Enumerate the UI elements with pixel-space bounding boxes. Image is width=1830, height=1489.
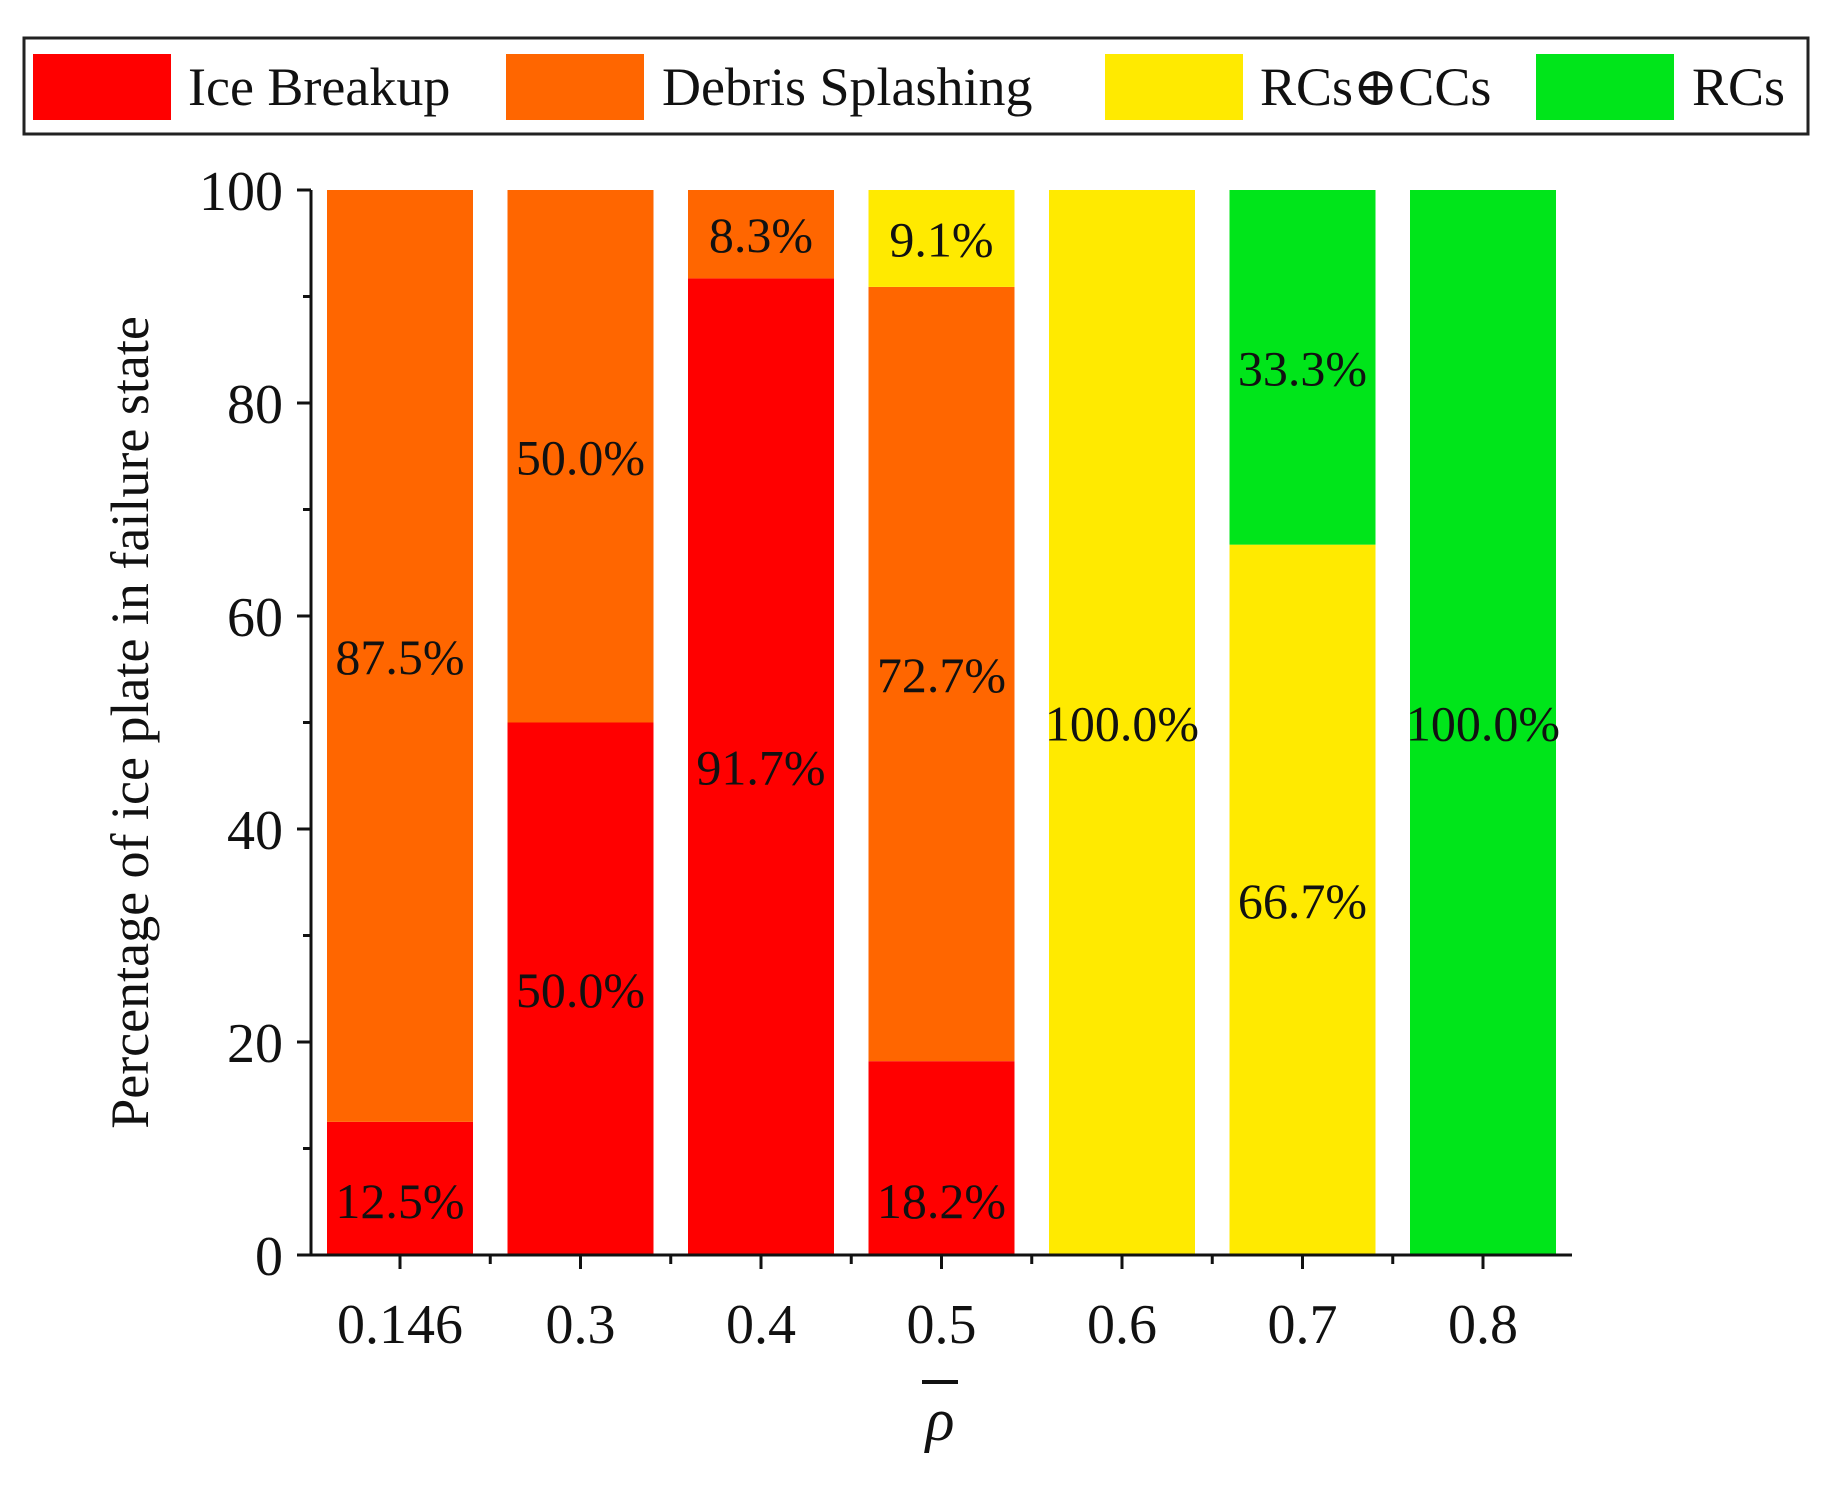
bar-0_3-debris-splashing-label: 50.0% xyxy=(516,429,645,485)
axes: 0 20 40 60 80 100 0.146 0.3 0.4 0.5 0.6 0.7 0.8 Perce… xyxy=(100,161,1572,1453)
x-tick-label-0.4: 0.4 xyxy=(726,1294,796,1356)
bar-0_8-rcs-label: 100.0% xyxy=(1406,696,1560,752)
legend-debris-splashing-label: Debris Splashing xyxy=(662,57,1033,117)
bar-0_3-debris-splashing xyxy=(507,190,654,723)
x-tick-label-0.7: 0.7 xyxy=(1268,1294,1338,1356)
bar-0_4-debris-splashing-label: 8.3% xyxy=(709,207,813,263)
bar-0_146-ice-breakup xyxy=(327,1121,473,1255)
data-labels: 12.5% 87.5% 50.0% 50.0% 91.7% 8.3% 18.2% 72.7% 9… xyxy=(335,207,1560,1229)
bar-0_6-rcs-ccs xyxy=(1049,190,1195,1255)
bar-0_5-ice-breakup xyxy=(868,1061,1015,1255)
legend-rcs-ccs-swatch xyxy=(1105,54,1243,120)
y-tick-label-0: 0 xyxy=(255,1226,283,1288)
legend-rcs-label: RCs xyxy=(1692,57,1785,117)
plot-area xyxy=(327,190,1556,1255)
y-tick-label-20: 20 xyxy=(227,1013,283,1075)
bar-0_6-rcs-ccs-label: 100.0% xyxy=(1045,696,1199,752)
x-tick-label-0.6: 0.6 xyxy=(1087,1294,1157,1356)
bar-0_146-debris-splashing-label: 87.5% xyxy=(335,629,464,685)
legend-ice-breakup-label: Ice Breakup xyxy=(188,57,450,117)
bar-0_5-rcs-ccs-label: 9.1% xyxy=(889,211,993,267)
bar-0_7-rcs-label: 33.3% xyxy=(1238,340,1367,396)
x-tick-label-0.8: 0.8 xyxy=(1448,1294,1518,1356)
bar-0_146-debris-splashing xyxy=(327,190,473,1122)
bar-0_7-rcs-ccs xyxy=(1229,544,1376,1255)
bar-0_5-ice-breakup-label: 18.2% xyxy=(877,1173,1006,1229)
y-tick-label-100: 100 xyxy=(199,161,283,223)
y-tick-label-40: 40 xyxy=(227,800,283,862)
x-tick-label-0.3: 0.3 xyxy=(546,1294,616,1356)
bar-0_3-ice-breakup xyxy=(507,722,654,1255)
legend-ice-breakup-swatch xyxy=(33,54,171,120)
y-tick-label-80: 80 xyxy=(227,374,283,436)
bar-0_5-rcs-ccs xyxy=(868,190,1015,287)
x-tick-label-0.146: 0.146 xyxy=(337,1294,463,1356)
bar-0_4-debris-splashing xyxy=(688,190,834,279)
bar-0_5-debris-splashing xyxy=(868,286,1015,1062)
y-axis-title: Percentage of ice plate in failure state xyxy=(100,316,160,1129)
x-tick-label-0.5: 0.5 xyxy=(907,1294,977,1356)
bar-0_5-debris-splashing-label: 72.7% xyxy=(877,647,1006,703)
bar-0_3-ice-breakup-label: 50.0% xyxy=(516,962,645,1018)
bar-0_4-ice-breakup-label: 91.7% xyxy=(696,740,825,796)
legend: Ice Breakup Debris Splashing RCs⊕CCs RCs xyxy=(22,36,1810,136)
y-tick-label-60: 60 xyxy=(227,587,283,649)
bar-0_8-rcs xyxy=(1410,190,1556,1255)
x-axis-title: ρ xyxy=(924,1387,955,1453)
bar-0_7-rcs-ccs-label: 66.7% xyxy=(1238,873,1367,929)
legend-rcs-swatch xyxy=(1536,54,1674,120)
bar-0_4-ice-breakup xyxy=(688,278,834,1255)
legend-rcs-ccs-label: RCs⊕CCs xyxy=(1260,57,1491,117)
bar-0_146-ice-breakup-label: 12.5% xyxy=(335,1173,464,1229)
bar-0_7-rcs xyxy=(1229,190,1376,545)
legend-debris-splashing-swatch xyxy=(506,54,644,120)
legend-frame xyxy=(22,36,1810,136)
